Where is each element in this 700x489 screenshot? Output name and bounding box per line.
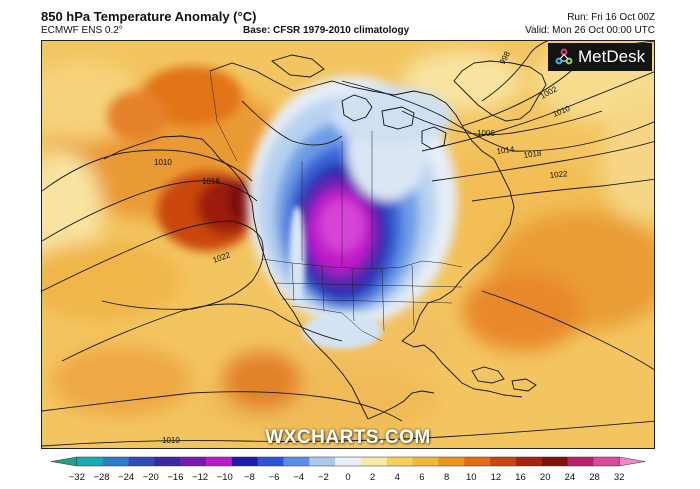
colorbar-tick-label: 4 [395, 472, 400, 483]
colorbar-swatch [231, 457, 259, 466]
model-label: ECMWF ENS 0.2° [41, 25, 123, 36]
political-borders [209, 70, 463, 342]
colorbar-min-arrow [50, 456, 78, 467]
chart-title: 850 hPa Temperature Anomaly (°C) [41, 9, 257, 24]
metdesk-logo-icon [555, 48, 573, 65]
colorbar-tick-label: −6 [269, 472, 280, 483]
colorbar-swatch [515, 457, 543, 466]
colorbar-frame [76, 456, 620, 467]
colorbar: −32 −28 −24 −20 −16 −12 −10 −8 −6 −4 −2 0 2 4 6 8 10 12 16… [41, 455, 655, 489]
climatology-base-label: Base: CFSR 1979-2010 climatology [243, 25, 410, 36]
colorbar-tick-label: −24 [118, 472, 134, 483]
map-canvas: 998 1002 1010 1006 1014 1018 1022 1010 1… [42, 41, 654, 448]
colorbar-swatch [464, 457, 491, 466]
colorbar-tick-label: −20 [143, 472, 159, 483]
colorbar-tick-label: −12 [192, 472, 208, 483]
colorbar-tick-label: 32 [614, 472, 625, 483]
colorbar-swatch [102, 457, 129, 466]
metdesk-logo: MetDesk [548, 43, 652, 71]
run-time-label: Run: Fri 16 Oct 00Z [567, 12, 655, 23]
colorbar-swatch [309, 457, 336, 466]
colorbar-swatch [541, 457, 568, 466]
isobar-label: 1010 [154, 158, 172, 167]
cold-anomaly [247, 76, 457, 326]
colorbar-tick-label: 2 [370, 472, 375, 483]
colorbar-tick-label: 24 [565, 472, 576, 483]
colorbar-swatch [180, 457, 207, 466]
isobar-label: 1018 [523, 149, 542, 160]
colorbar-tick-label: −10 [217, 472, 233, 483]
colorbar-tick-label: −28 [93, 472, 109, 483]
colorbar-tick-label: 8 [444, 472, 449, 483]
colorbar-tick-label: 16 [515, 472, 526, 483]
colorbar-swatch [257, 457, 284, 466]
colorbar-max-arrow [618, 456, 646, 467]
valid-time-label: Valid: Mon 26 Oct 00:00 UTC [525, 25, 655, 36]
coastlines [103, 54, 547, 420]
isobar-label: 1018 [202, 177, 220, 186]
colorbar-tick-label: 28 [589, 472, 600, 483]
colorbar-swatch [438, 457, 465, 466]
colorbar-tick-label: 20 [540, 472, 551, 483]
metdesk-logo-text: MetDesk [578, 47, 646, 66]
colorbar-swatch [283, 457, 310, 466]
watermark: WXCHARTS.COM [265, 427, 431, 448]
colorbar-swatch [567, 457, 594, 466]
colorbar-tick-label: 6 [419, 472, 424, 483]
colorbar-tick-label: −16 [167, 472, 183, 483]
colorbar-swatch [412, 457, 439, 466]
colorbar-tick-label: 12 [491, 472, 502, 483]
colorbar-tick-label: −4 [293, 472, 304, 483]
colorbar-swatch [154, 457, 181, 466]
colorbar-swatch [386, 457, 413, 466]
isobar-label: 1006 [477, 129, 495, 138]
colorbar-canvas: −32 −28 −24 −20 −16 −12 −10 −8 −6 −4 −2 0 2 4 6 8 10 12 16… [50, 456, 646, 483]
colorbar-tick-label: −2 [318, 472, 329, 483]
colorbar-swatch [76, 457, 104, 466]
isobars [42, 41, 654, 447]
colorbar-swatch [205, 457, 233, 466]
isobar-label: 1022 [549, 169, 568, 180]
colorbar-tick-label: 0 [345, 472, 350, 483]
colorbar-tick-label: −32 [69, 472, 85, 483]
colorbar-swatch [490, 457, 517, 466]
colorbar-swatch [593, 457, 620, 466]
isobar-label: 1014 [496, 145, 515, 156]
anomaly-map[interactable]: 998 1002 1010 1006 1014 1018 1022 1010 1… [41, 40, 655, 449]
colorbar-swatch [360, 457, 388, 466]
colorbar-swatch [128, 457, 155, 466]
colorbar-tick-label: 10 [466, 472, 477, 483]
colorbar-swatch [335, 457, 362, 466]
colorbar-tick-label: −8 [244, 472, 255, 483]
isobar-label: 1010 [162, 436, 180, 445]
chart-header: 850 hPa Temperature Anomaly (°C) ECMWF E… [0, 0, 700, 40]
